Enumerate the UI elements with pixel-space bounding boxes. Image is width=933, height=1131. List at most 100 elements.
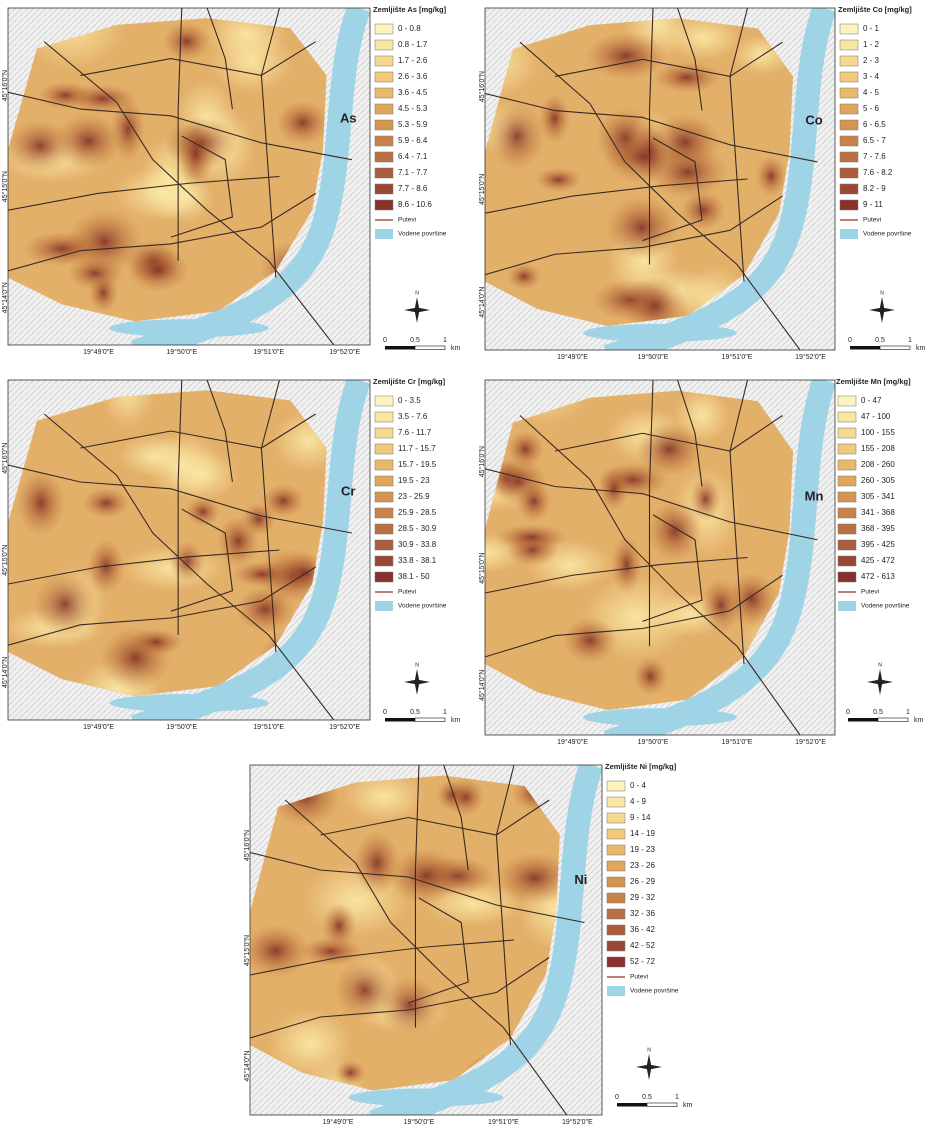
lon-label: 19°52'0"E (562, 1118, 593, 1126)
legend-class: 7.7 - 8.6 (398, 184, 428, 193)
legend-water-swatch (375, 229, 393, 239)
hotspot (127, 248, 190, 293)
legend-swatch (838, 396, 856, 406)
lat-label: 45°14'0"N (1, 282, 9, 313)
hotspot (603, 129, 682, 185)
legend-class: 3 - 4 (863, 72, 880, 81)
scale-unit: km (451, 717, 461, 724)
north-label: N (415, 662, 419, 668)
hotspot (605, 196, 679, 260)
north-label: N (880, 290, 884, 296)
hotspot (700, 577, 741, 633)
lon-label: 19°51'0"E (253, 723, 284, 731)
scale-unit: km (916, 345, 926, 352)
hotspot (232, 561, 292, 587)
figure: As45°16'0"N45°15'0"N45°14'0"N19°49'0"E19… (0, 0, 933, 1131)
legend-swatch (375, 88, 393, 98)
scale-label: 1 (908, 337, 912, 344)
scale-label: 0 (383, 709, 387, 716)
legend-swatch (838, 460, 856, 470)
legend-class: 6.5 - 7 (863, 136, 886, 145)
lon-label: 19°49'0"E (557, 738, 588, 746)
legend-swatch (607, 861, 625, 871)
north-label: N (878, 662, 882, 668)
north-arrow (404, 297, 430, 323)
legend-swatch (375, 428, 393, 438)
hotspot (335, 1060, 366, 1085)
lon-label: 19°50'0"E (638, 738, 669, 746)
legend-class: 19.5 - 23 (398, 476, 430, 485)
legend-class: 368 - 395 (861, 524, 895, 533)
lat-label: 45°15'0"N (1, 171, 9, 202)
legend-swatch (375, 540, 393, 550)
legend-class: 36 - 42 (630, 925, 655, 934)
legend-class: 472 - 613 (861, 572, 895, 581)
legend-water: Vodene površine (863, 231, 912, 238)
legend-swatch (607, 797, 625, 807)
legend-swatch (375, 396, 393, 406)
scale-label: 0.5 (642, 1094, 652, 1101)
lon-label: 19°50'0"E (166, 723, 197, 731)
lon-label: 19°51'0"E (722, 738, 753, 746)
hotspot (599, 467, 629, 511)
hotspot (611, 535, 642, 594)
legend-swatch (838, 492, 856, 502)
legend-class: 47 - 100 (861, 412, 891, 421)
lat-label: 45°16'0"N (1, 70, 9, 101)
legend-swatch (838, 444, 856, 454)
legend-class: 42 - 52 (630, 941, 655, 950)
legend-class: 425 - 472 (861, 556, 895, 565)
hotspot (506, 430, 544, 468)
map-panel: Co45°16'0"N45°15'0"N45°14'0"N19°49'0"E19… (447, 0, 925, 361)
scale-unit: km (914, 717, 924, 724)
legend-class: 0 - 1 (863, 24, 880, 33)
north-arrow (636, 1054, 662, 1080)
hotspot (489, 103, 545, 171)
legend-class: 0 - 4 (630, 781, 647, 790)
legend-swatch (375, 40, 393, 50)
legend-class: 15.7 - 19.5 (398, 460, 437, 469)
island-water (109, 319, 268, 337)
lon-label: 19°50'0"E (638, 353, 669, 361)
hotspot (178, 120, 213, 188)
legend-class: 4.5 - 5.3 (398, 104, 428, 113)
scale-bar-black (617, 1103, 647, 1107)
legend-swatch (840, 152, 858, 162)
map-panel: Mn45°16'0"N45°15'0"N45°14'0"N19°49'0"E19… (446, 336, 923, 746)
legend-class: 4 - 5 (863, 88, 880, 97)
legend-swatch (375, 200, 393, 210)
hotspot (388, 847, 463, 904)
legend-roads: Putevi (398, 589, 416, 596)
map-frame (0, 0, 370, 366)
legend-swatch (838, 524, 856, 534)
legend-swatch (375, 476, 393, 486)
lon-label: 19°51'0"E (253, 348, 284, 356)
legend-swatch (840, 104, 858, 114)
map-frame (208, 765, 643, 1131)
lon-label: 19°49'0"E (557, 353, 588, 361)
hotspot (516, 481, 552, 523)
cool-area (167, 449, 238, 501)
element-label: Ni (574, 872, 587, 887)
hotspot (54, 113, 122, 169)
legend-swatch (840, 56, 858, 66)
legend-roads: Putevi (863, 217, 881, 224)
hotspot (562, 617, 618, 664)
legend-title: Zemljište Ni [mg/kg] (605, 762, 677, 771)
legend-swatch (607, 925, 625, 935)
legend-swatch (840, 120, 858, 130)
lat-label: 45°14'0"N (478, 670, 486, 701)
island-water (583, 324, 737, 342)
legend-swatch (607, 813, 625, 823)
legend-swatch (375, 168, 393, 178)
element-label: Mn (805, 489, 824, 504)
legend-swatch (375, 24, 393, 34)
legend-swatch (838, 412, 856, 422)
legend-swatch (607, 829, 625, 839)
scale-label: 0.5 (410, 337, 420, 344)
element-label: Cr (341, 484, 355, 499)
scale-label: 1 (443, 709, 447, 716)
lon-label: 19°52'0"E (795, 738, 826, 746)
lat-label: 45°14'0"N (243, 1050, 251, 1081)
legend-class: 4 - 9 (630, 797, 647, 806)
